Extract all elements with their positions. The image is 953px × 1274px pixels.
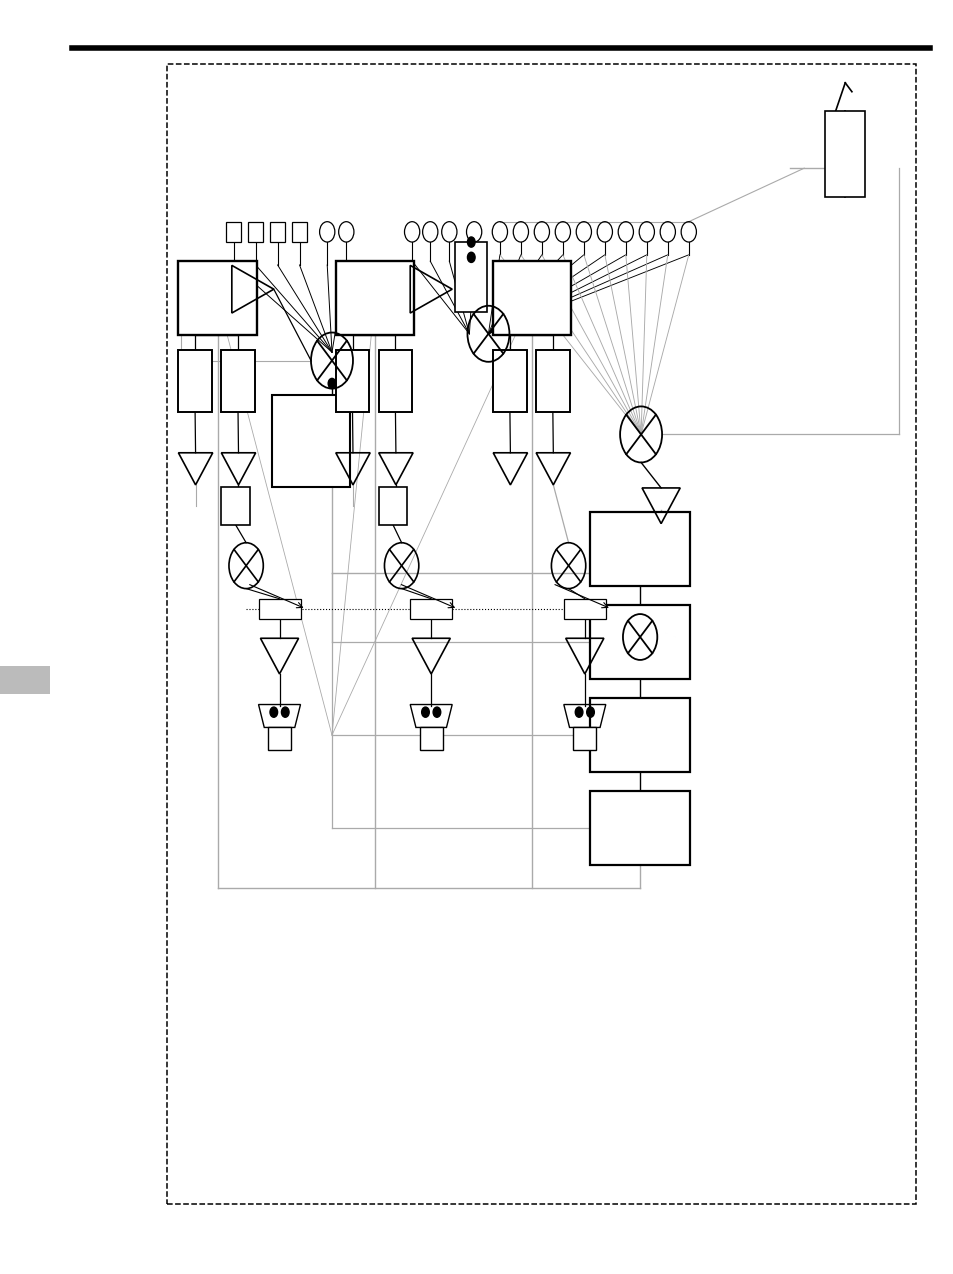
Bar xyxy=(378,350,412,412)
Circle shape xyxy=(575,707,582,717)
Circle shape xyxy=(281,707,289,717)
Bar xyxy=(378,487,407,525)
Circle shape xyxy=(421,707,429,717)
Bar xyxy=(419,727,442,750)
Circle shape xyxy=(467,237,475,247)
Bar xyxy=(272,395,350,487)
Bar xyxy=(493,350,526,412)
Bar xyxy=(536,350,569,412)
Bar xyxy=(292,222,307,242)
Bar xyxy=(178,261,256,335)
Bar xyxy=(167,64,915,1204)
Bar xyxy=(270,222,285,242)
Bar xyxy=(563,599,605,619)
Bar xyxy=(335,261,414,335)
Bar xyxy=(178,350,212,412)
Bar xyxy=(226,222,241,242)
Bar xyxy=(493,261,571,335)
Bar xyxy=(221,350,254,412)
Circle shape xyxy=(328,378,335,389)
Circle shape xyxy=(586,707,594,717)
Bar xyxy=(455,242,487,312)
Bar xyxy=(573,727,596,750)
Bar xyxy=(410,599,452,619)
Bar xyxy=(589,698,689,772)
Bar xyxy=(589,605,689,679)
Circle shape xyxy=(270,707,277,717)
Bar xyxy=(824,111,864,197)
Bar xyxy=(248,222,263,242)
Bar xyxy=(335,350,369,412)
Bar xyxy=(589,512,689,586)
Bar xyxy=(258,599,300,619)
Bar xyxy=(221,487,250,525)
Bar xyxy=(0,666,50,694)
Circle shape xyxy=(467,252,475,262)
Bar xyxy=(589,791,689,865)
Bar xyxy=(268,727,291,750)
Circle shape xyxy=(433,707,440,717)
